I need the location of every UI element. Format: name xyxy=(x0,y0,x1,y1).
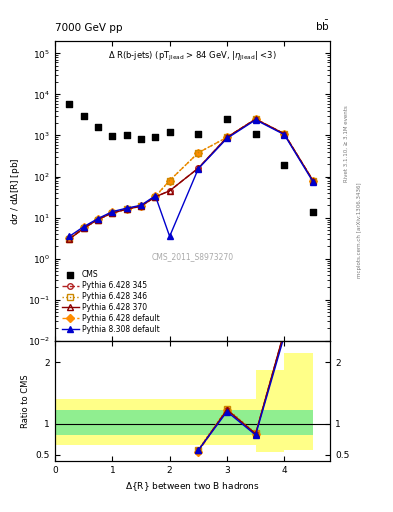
Pythia 6.428 346 xyxy=(110,210,115,216)
Pythia 6.428 346 xyxy=(253,116,258,122)
CMS xyxy=(281,161,287,169)
Text: $\Delta$ R(b-jets) (pT$_{\mathregular{Jlead}}$ > 84 GeV, |$\eta_{\mathregular{Jl: $\Delta$ R(b-jets) (pT$_{\mathregular{Jl… xyxy=(108,50,277,63)
Pythia 6.428 345 xyxy=(67,236,72,242)
Pythia 6.428 345 xyxy=(310,178,315,184)
Pythia 6.428 346 xyxy=(95,217,100,223)
Pythia 6.428 370 xyxy=(95,217,100,223)
Pythia 6.428 345 xyxy=(253,116,258,122)
Y-axis label: Ratio to CMS: Ratio to CMS xyxy=(21,374,30,428)
Pythia 6.428 default xyxy=(196,150,201,156)
Pythia 8.308 default xyxy=(153,193,158,199)
CMS xyxy=(152,133,158,141)
Pythia 6.428 370 xyxy=(139,203,143,209)
Pythia 8.308 default xyxy=(167,233,172,240)
Pythia 8.308 default xyxy=(310,179,315,185)
Pythia 6.428 345 xyxy=(95,217,100,223)
Pythia 6.428 370 xyxy=(167,188,172,194)
Pythia 6.428 370 xyxy=(81,225,86,231)
Pythia 6.428 370 xyxy=(110,210,115,216)
Pythia 6.428 370 xyxy=(310,178,315,184)
CMS xyxy=(123,131,130,139)
Text: CMS_2011_S8973270: CMS_2011_S8973270 xyxy=(152,252,233,262)
Pythia 6.428 370 xyxy=(225,134,230,140)
Pythia 6.428 370 xyxy=(153,194,158,200)
Pythia 6.428 default xyxy=(167,178,172,184)
Pythia 6.428 346 xyxy=(167,178,172,184)
Text: 7000 GeV pp: 7000 GeV pp xyxy=(55,23,123,33)
Pythia 6.428 346 xyxy=(153,194,158,200)
Pythia 8.308 default xyxy=(95,216,100,222)
Pythia 6.428 345 xyxy=(81,225,86,231)
Pythia 6.428 346 xyxy=(282,131,286,137)
Pythia 6.428 346 xyxy=(124,206,129,212)
Pythia 6.428 345 xyxy=(225,134,230,140)
Pythia 6.428 346 xyxy=(196,150,201,156)
Pythia 6.428 345 xyxy=(124,206,129,212)
Pythia 6.428 default xyxy=(124,206,129,212)
CMS xyxy=(95,123,101,131)
Pythia 6.428 345 xyxy=(153,194,158,200)
Pythia 8.308 default xyxy=(81,224,86,230)
Y-axis label: d$\sigma$ / d$\Delta$[R] [pb]: d$\sigma$ / d$\Delta$[R] [pb] xyxy=(9,157,22,225)
Text: Rivet 3.1.10, ≥ 3.1M events: Rivet 3.1.10, ≥ 3.1M events xyxy=(344,105,349,182)
Pythia 6.428 default xyxy=(110,209,115,216)
Pythia 6.428 346 xyxy=(225,134,230,140)
Pythia 8.308 default xyxy=(67,233,72,240)
Pythia 6.428 default xyxy=(310,178,315,184)
Pythia 6.428 default xyxy=(282,131,286,137)
Pythia 6.428 default xyxy=(67,235,72,241)
CMS xyxy=(310,207,316,216)
Pythia 8.308 default xyxy=(124,205,129,211)
Pythia 6.428 370 xyxy=(67,236,72,242)
CMS xyxy=(252,130,259,138)
Pythia 6.428 370 xyxy=(282,131,286,137)
Pythia 6.428 370 xyxy=(124,206,129,212)
Pythia 6.428 346 xyxy=(67,236,72,242)
CMS xyxy=(66,99,72,108)
CMS xyxy=(224,115,230,123)
Pythia 6.428 default xyxy=(153,193,158,199)
X-axis label: $\Delta${R} between two B hadrons: $\Delta${R} between two B hadrons xyxy=(125,480,260,493)
Pythia 6.428 345 xyxy=(196,165,201,171)
Pythia 8.308 default xyxy=(196,166,201,172)
Line: Pythia 6.428 345: Pythia 6.428 345 xyxy=(66,116,316,242)
Pythia 6.428 default xyxy=(81,224,86,230)
Pythia 6.428 345 xyxy=(282,131,286,137)
Text: b$\bar{\mathrm{b}}$: b$\bar{\mathrm{b}}$ xyxy=(316,19,330,33)
CMS xyxy=(109,132,116,140)
Pythia 8.308 default xyxy=(110,208,115,215)
Pythia 6.428 370 xyxy=(253,116,258,122)
Text: mcplots.cern.ch [arXiv:1306.3436]: mcplots.cern.ch [arXiv:1306.3436] xyxy=(357,183,362,278)
Pythia 8.308 default xyxy=(225,135,230,141)
Pythia 6.428 345 xyxy=(110,210,115,216)
CMS xyxy=(138,135,144,143)
CMS xyxy=(195,130,202,138)
CMS xyxy=(81,112,87,120)
Pythia 8.308 default xyxy=(139,202,143,208)
Pythia 6.428 346 xyxy=(81,225,86,231)
Pythia 6.428 345 xyxy=(167,188,172,194)
Pythia 8.308 default xyxy=(253,117,258,123)
Pythia 6.428 346 xyxy=(310,178,315,184)
Pythia 6.428 346 xyxy=(139,203,143,209)
Pythia 6.428 default xyxy=(225,134,230,140)
Pythia 6.428 default xyxy=(95,216,100,222)
Pythia 6.428 370 xyxy=(196,165,201,171)
CMS xyxy=(167,128,173,136)
Line: Pythia 8.308 default: Pythia 8.308 default xyxy=(66,117,316,239)
Line: Pythia 6.428 370: Pythia 6.428 370 xyxy=(66,116,316,242)
Line: Pythia 6.428 default: Pythia 6.428 default xyxy=(66,116,316,241)
Pythia 6.428 345 xyxy=(139,203,143,209)
Pythia 6.428 default xyxy=(253,116,258,122)
Legend: CMS, Pythia 6.428 345, Pythia 6.428 346, Pythia 6.428 370, Pythia 6.428 default,: CMS, Pythia 6.428 345, Pythia 6.428 346,… xyxy=(59,267,163,337)
Pythia 8.308 default xyxy=(282,132,286,138)
Line: Pythia 6.428 346: Pythia 6.428 346 xyxy=(66,116,316,242)
Pythia 6.428 default xyxy=(139,203,143,209)
